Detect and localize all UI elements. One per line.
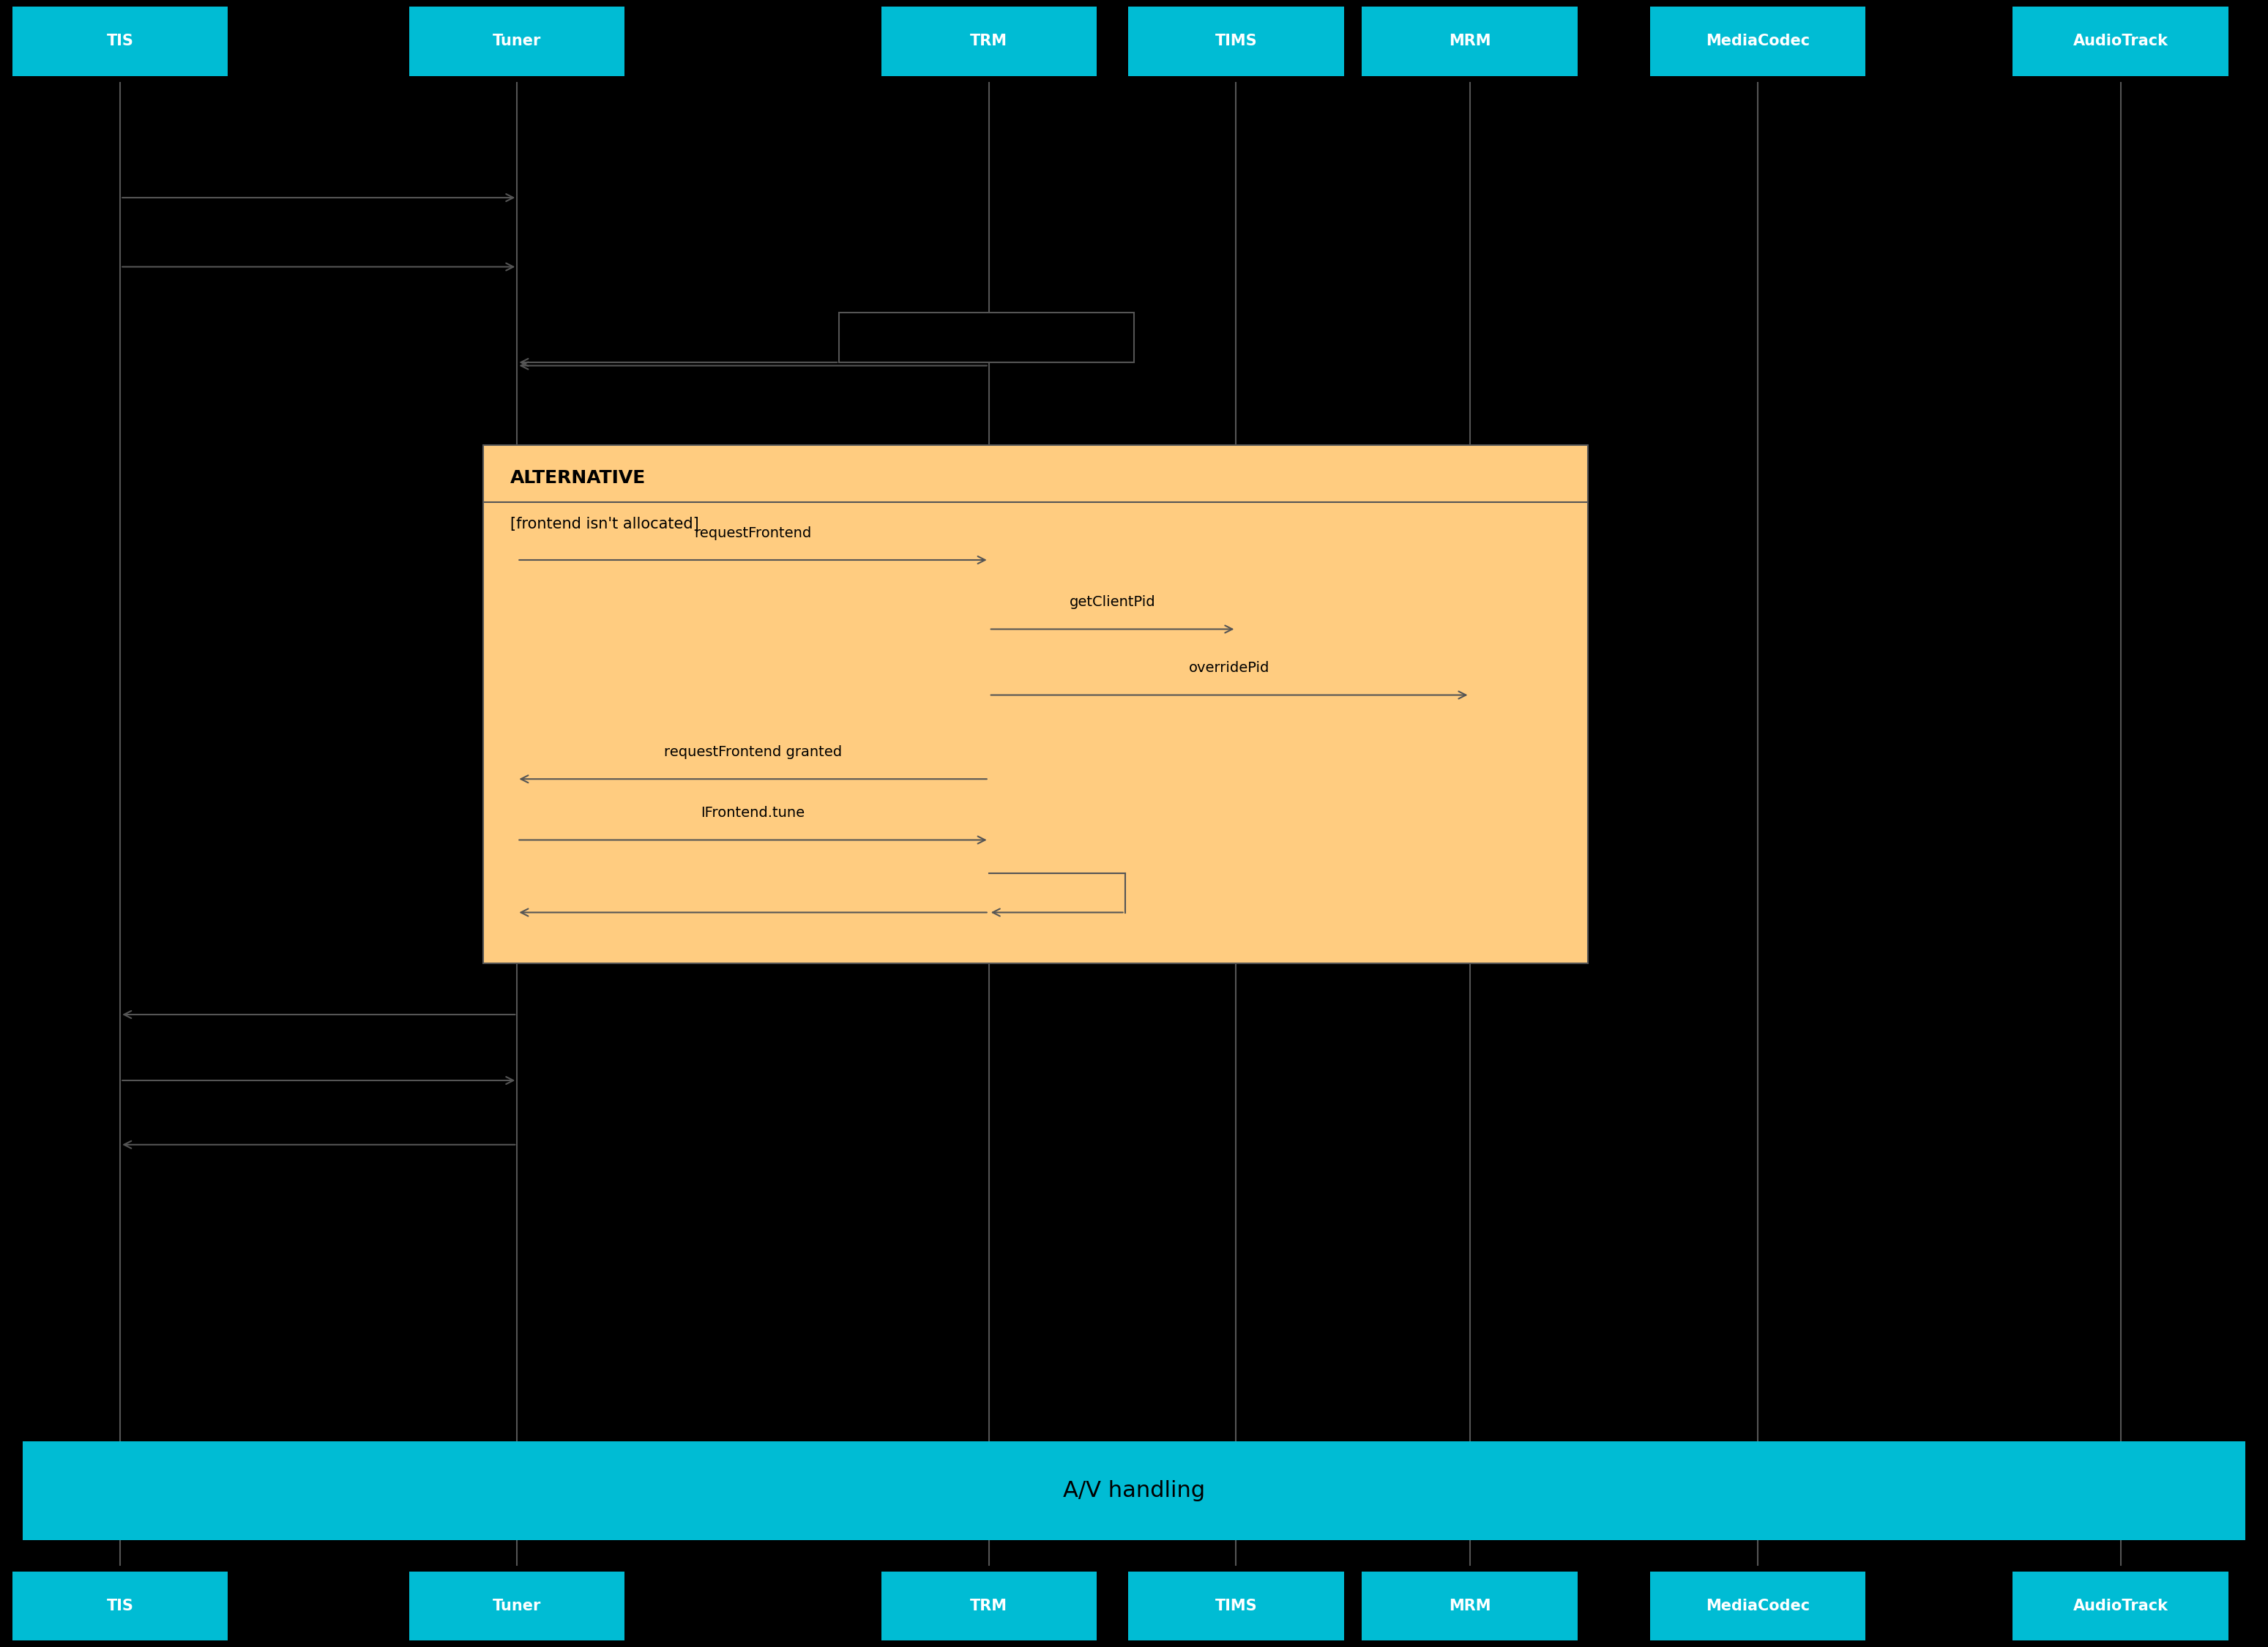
Text: TIS: TIS (107, 1599, 134, 1612)
Bar (2014, 7, 2227, 76)
Text: MRM: MRM (1449, 35, 1490, 48)
Bar (1649, 1571, 1864, 1640)
Text: Tuner: Tuner (492, 1599, 542, 1612)
Bar (880, 1571, 1098, 1640)
Bar (23, 1441, 2245, 1540)
Text: IFrontend.tune: IFrontend.tune (701, 807, 805, 820)
Text: A/V handling: A/V handling (1064, 1481, 1204, 1500)
Bar (2014, 1571, 2227, 1640)
Bar (880, 7, 1098, 76)
Text: ALTERNATIVE: ALTERNATIVE (510, 469, 646, 486)
Text: [frontend isn't allocated]: [frontend isn't allocated] (510, 517, 699, 530)
Bar (1361, 1571, 1579, 1640)
Text: TRM: TRM (971, 1599, 1007, 1612)
Bar (1649, 7, 1864, 76)
Bar (1129, 7, 1343, 76)
Text: TIMS: TIMS (1216, 35, 1256, 48)
Text: Tuner: Tuner (492, 35, 542, 48)
Text: AudioTrack: AudioTrack (2073, 1599, 2168, 1612)
Text: TRM: TRM (971, 35, 1007, 48)
Text: TIMS: TIMS (1216, 1599, 1256, 1612)
Text: getClientPid: getClientPid (1070, 596, 1154, 609)
Text: AudioTrack: AudioTrack (2073, 35, 2168, 48)
Bar (483, 445, 1588, 963)
Text: MRM: MRM (1449, 1599, 1490, 1612)
Bar (11, 1571, 227, 1640)
Bar (11, 7, 227, 76)
Text: TIS: TIS (107, 35, 134, 48)
Text: requestFrontend granted: requestFrontend granted (665, 746, 841, 759)
Text: MediaCodec: MediaCodec (1706, 1599, 1810, 1612)
Bar (839, 313, 1134, 362)
Bar (408, 1571, 624, 1640)
Text: overridePid: overridePid (1188, 662, 1270, 675)
Bar (1361, 7, 1579, 76)
Bar (1129, 1571, 1343, 1640)
Text: requestFrontend: requestFrontend (694, 527, 812, 540)
Bar (408, 7, 624, 76)
Text: MediaCodec: MediaCodec (1706, 35, 1810, 48)
